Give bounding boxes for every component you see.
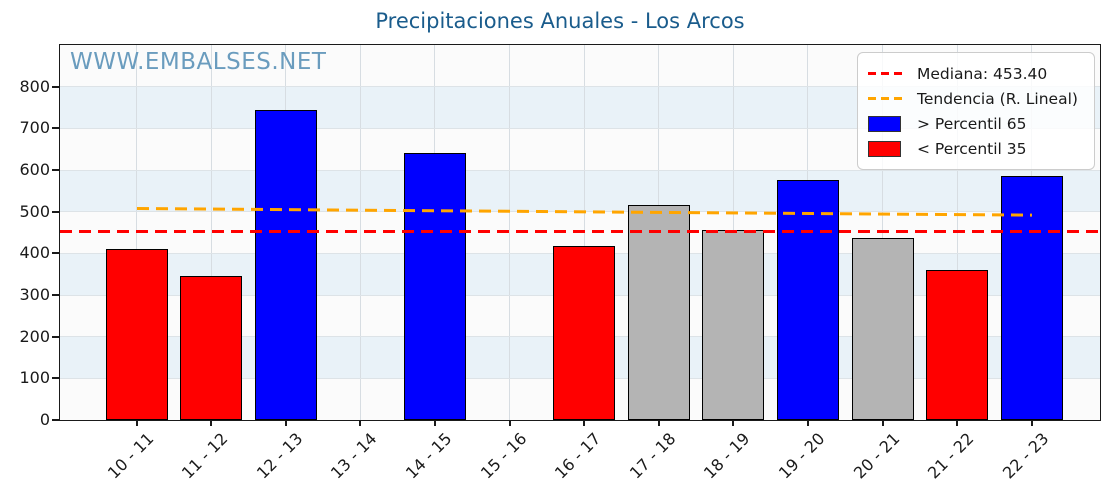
bar-14-15 (403, 153, 466, 420)
x-tick-mark (956, 421, 959, 426)
x-tick-label: 20 - 21 (849, 429, 903, 483)
median-line (60, 229, 1100, 233)
x-tick-mark (433, 421, 436, 426)
y-tick-mark (52, 169, 59, 171)
watermark-text: WWW.EMBALSES.NET (70, 49, 327, 75)
x-tick-mark (359, 421, 362, 426)
y-tick-mark (52, 252, 59, 255)
legend-item: < Percentil 35 (868, 136, 1084, 161)
x-tick-mark (1030, 421, 1033, 426)
x-tick-label: 14 - 15 (401, 429, 456, 483)
x-tick-label: 15 - 16 (476, 429, 530, 483)
chart-title: Precipitaciones Anuales - Los Arcos (375, 9, 745, 33)
y-tick-label: 800 (19, 76, 50, 96)
x-tick-mark (881, 421, 884, 426)
legend-label: < Percentil 35 (917, 139, 1027, 158)
bar-16-17 (553, 246, 616, 420)
y-tick-label: 200 (19, 326, 50, 346)
legend-item: Tendencia (R. Lineal) (868, 86, 1084, 111)
y-tick-label: 600 (19, 160, 50, 179)
bar-18-19 (702, 230, 765, 420)
horizontal-gridline (60, 127, 1100, 129)
y-tick-mark (52, 85, 59, 88)
legend-swatch-wrap (868, 97, 910, 100)
legend-line-swatch (868, 97, 902, 100)
background-band (60, 170, 1100, 212)
legend-label: > Percentil 65 (917, 114, 1027, 133)
legend-box: Mediana: 453.40 Tendencia (R. Lineal) > Pe… (857, 52, 1095, 170)
legend-patch-swatch (868, 115, 901, 132)
y-tick-mark (52, 210, 59, 213)
horizontal-gridline (60, 169, 1100, 171)
bar-12-13 (254, 109, 317, 420)
x-tick-mark (732, 421, 735, 426)
x-tick-label: 18 - 19 (700, 429, 754, 483)
bar-11-12 (180, 276, 243, 420)
y-tick-label: 0 (39, 410, 50, 429)
y-tick-label: 100 (19, 368, 50, 388)
x-tick-label: 10 - 11 (103, 429, 157, 483)
bar-17-18 (627, 204, 690, 420)
bar-22-23 (1000, 176, 1063, 420)
x-tick-mark (657, 421, 660, 426)
y-tick-mark (52, 377, 59, 380)
x-tick-label: 17 - 18 (625, 429, 680, 483)
y-tick-label: 500 (19, 201, 50, 221)
x-tick-label: 12 - 13 (252, 429, 307, 483)
y-tick-mark (52, 335, 59, 338)
horizontal-gridline (60, 86, 1100, 88)
bar-19-20 (776, 179, 839, 420)
bar-21-22 (926, 270, 989, 420)
y-tick-label: 700 (19, 118, 50, 138)
y-tick-label: 300 (19, 285, 50, 304)
legend-patch-swatch (868, 140, 901, 157)
x-tick-label: 22 - 23 (998, 429, 1053, 483)
bar-20-21 (851, 237, 914, 420)
legend-item: Mediana: 453.40 (868, 61, 1084, 86)
y-tick-mark (52, 294, 59, 296)
legend-item: > Percentil 65 (868, 111, 1084, 136)
y-tick-mark (52, 419, 59, 421)
x-tick-mark (135, 421, 138, 426)
bar-10-11 (105, 249, 168, 420)
legend-line-swatch (868, 72, 902, 75)
x-tick-label: 13 - 14 (327, 429, 381, 483)
x-tick-mark (583, 421, 586, 426)
x-tick-mark (508, 421, 511, 426)
x-tick-mark (210, 421, 213, 426)
y-tick-mark (52, 127, 59, 130)
x-tick-label: 21 - 22 (924, 429, 978, 483)
legend-swatch-wrap (868, 115, 910, 132)
legend-label: Tendencia (R. Lineal) (917, 89, 1078, 108)
legend-swatch-wrap (868, 72, 910, 75)
legend-label: Mediana: 453.40 (917, 64, 1048, 83)
x-tick-label: 19 - 20 (774, 429, 829, 483)
x-tick-label: 16 - 17 (551, 429, 605, 483)
y-tick-label: 400 (19, 243, 50, 263)
legend-swatch-wrap (868, 140, 910, 157)
x-tick-mark (806, 421, 809, 426)
x-tick-mark (284, 421, 287, 426)
x-tick-label: 11 - 12 (178, 429, 232, 483)
